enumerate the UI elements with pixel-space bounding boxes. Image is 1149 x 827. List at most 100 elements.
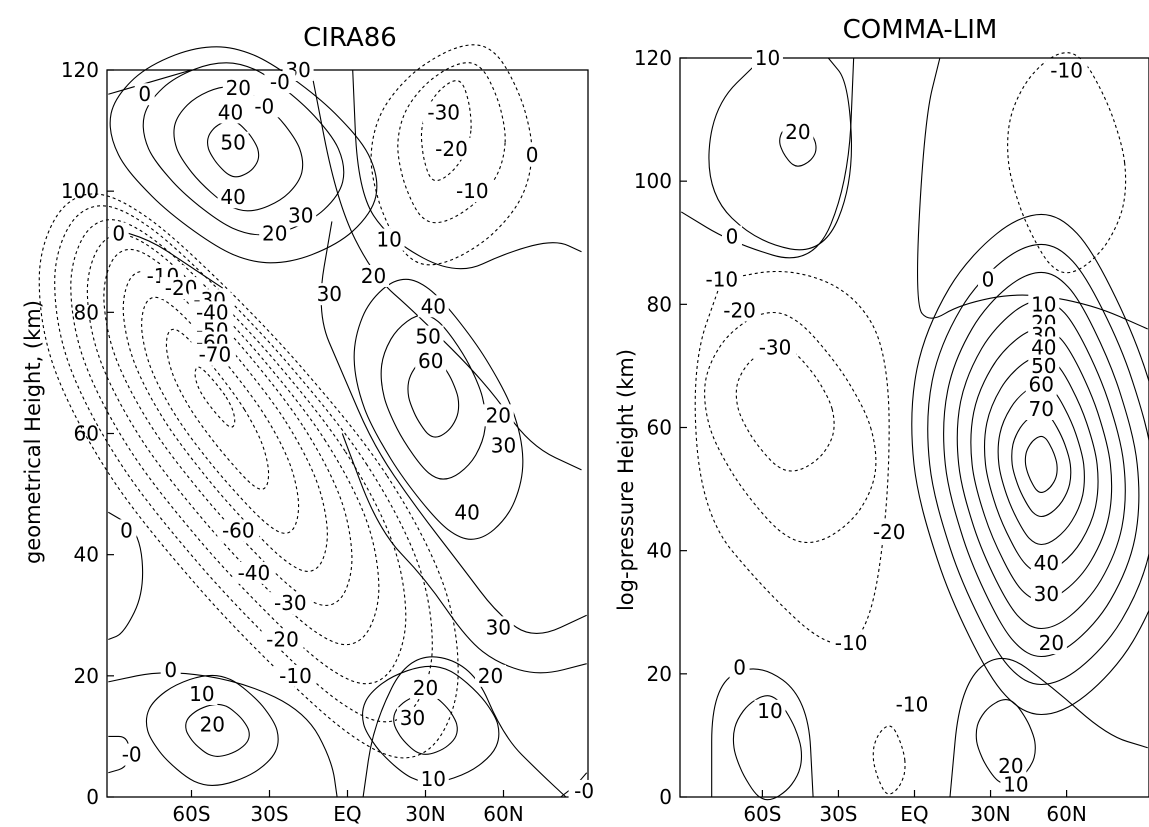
left-contour-label: -0 [270, 70, 290, 94]
left-contour-neg-6 [70, 219, 407, 685]
left-contour-label-bg [415, 349, 447, 372]
right-contour-jet-6 [943, 271, 1140, 658]
left-contour-label-bg [261, 628, 304, 651]
left-y-tick-label: 40 [74, 543, 99, 567]
right-contour-0-a [680, 57, 855, 259]
left-y-tick-label: 120 [61, 58, 99, 82]
left-contour-label: 10 [189, 682, 214, 706]
left-contour-neg-8 [38, 193, 459, 759]
left-contour-label: 20 [361, 264, 386, 288]
left-contour-label-bg [264, 71, 296, 94]
left-contour-label: 50 [220, 131, 245, 155]
right-contour-label-bg [1028, 354, 1060, 377]
right-contour-label-bg [890, 693, 933, 716]
right-contour-label-bg [1030, 582, 1062, 605]
left-x-tick-label: 30S [250, 802, 288, 826]
right-contour-label: -10 [1050, 58, 1083, 82]
right-contour-label-bg [1028, 293, 1060, 316]
right-contour-label-bg [754, 336, 797, 359]
right-x-tick-label: 30S [819, 802, 857, 826]
left-contour-label: 20 [262, 222, 287, 246]
left-contour-label-bg [259, 222, 291, 245]
right-contour-label-bg [729, 656, 750, 679]
left-contour-label: 10 [421, 767, 446, 791]
right-contour-label: 0 [982, 268, 995, 292]
right-y-tick-label: 20 [647, 662, 672, 686]
left-contour-label: 0 [164, 658, 177, 682]
left-contour-0-mid [108, 511, 144, 640]
right-contour-jet-1 [1011, 411, 1072, 518]
right-contour-jet-7 [927, 243, 1149, 686]
left-contour-label-bg [422, 101, 465, 124]
left-contour-10-low [145, 674, 279, 786]
right-contour-label-bg [1000, 773, 1032, 796]
right-y-axis-label: log-pressure Height (km) [614, 349, 638, 611]
left-contour-label: 20 [413, 676, 438, 700]
left-contour-label-bg [417, 767, 449, 790]
right-y-tick-label: 60 [647, 416, 672, 440]
left-contour-label: -0 [574, 779, 594, 803]
left-contour-label: -70 [199, 343, 232, 367]
right-contour-label-bg [782, 120, 814, 143]
right-contour-label: -30 [759, 335, 792, 359]
left-contour-label: 0 [120, 518, 133, 542]
left-contour-20-long [310, 69, 582, 471]
left-contour-label: 40 [218, 100, 243, 124]
right-contour-jet-3 [984, 355, 1099, 574]
right-contour-label-bg [1035, 632, 1067, 655]
left-contour-label-bg [196, 713, 228, 736]
left-contour-50 [207, 120, 260, 178]
left-contour-label: -60 [222, 518, 255, 542]
left-contour-label-bg [397, 707, 428, 730]
right-contour-label: 10 [757, 699, 782, 723]
left-contour-label-bg [410, 676, 441, 699]
right-contour-label: -10 [835, 631, 868, 655]
left-contour-label-bg [475, 664, 506, 687]
left-contour-label-bg [568, 779, 600, 802]
right-contour-jet-5 [956, 299, 1126, 630]
left-contour-label: 30 [400, 706, 425, 730]
left-contour-label: 50 [415, 325, 440, 349]
right-contour-label-bg [700, 268, 743, 291]
left-contour-label-bg [313, 283, 345, 306]
left-contour-neg-upper-20 [397, 62, 506, 224]
right-contour-label: 10 [755, 46, 780, 70]
right-contour-label: 40 [1034, 551, 1059, 575]
right-chart-title: COMMA-LIM [843, 15, 998, 45]
left-contour-10-lowN [362, 656, 567, 798]
right-contour-label: 20 [1039, 631, 1064, 655]
left-y-tick-label: 0 [86, 785, 99, 809]
right-x-tick-label: 60S [743, 802, 781, 826]
left-contour-label: -20 [266, 627, 299, 651]
right-contour-label: 10 [1003, 773, 1028, 797]
right-contour-label: 30 [1034, 582, 1059, 606]
left-contour-label-bg [116, 519, 137, 542]
left-contour-20-lowN [362, 665, 500, 783]
left-contour-label-bg [412, 325, 444, 348]
right-contour-neg20 [704, 311, 877, 544]
left-x-tick-label: 30N [405, 802, 445, 826]
left-contour-label: 40 [454, 500, 479, 524]
left-y-axis-label: geometrical Height, (km) [21, 300, 45, 564]
right-contour-10-top [708, 57, 853, 251]
right-contour-neg30 [735, 346, 835, 472]
left-contour-label-bg [488, 434, 519, 457]
right-contour-label-bg [751, 47, 783, 69]
left-contour-label: 30 [491, 434, 516, 458]
left-contour-label-bg [186, 683, 218, 706]
left-contour-label-bg [451, 501, 483, 524]
left-contour-neg-upper-10 [370, 44, 533, 266]
left-y-tick-label: 60 [74, 422, 99, 446]
right-contour-label: 0 [726, 225, 739, 249]
left-x-tick-label: 60N [483, 802, 523, 826]
right-contour-label-bg [978, 268, 999, 291]
left-contour-label-bg [108, 222, 129, 245]
right-x-tick-label: EQ [900, 802, 928, 826]
right-contour-label: -20 [723, 298, 756, 322]
left-contour-20-low [185, 703, 250, 757]
left-contour-label: -0 [254, 94, 274, 118]
left-chart-title: CIRA86 [303, 23, 397, 53]
left-contour-label-bg [522, 143, 543, 166]
right-x-tick-label: 30N [970, 802, 1010, 826]
left-contour-neg-0 [194, 366, 236, 428]
